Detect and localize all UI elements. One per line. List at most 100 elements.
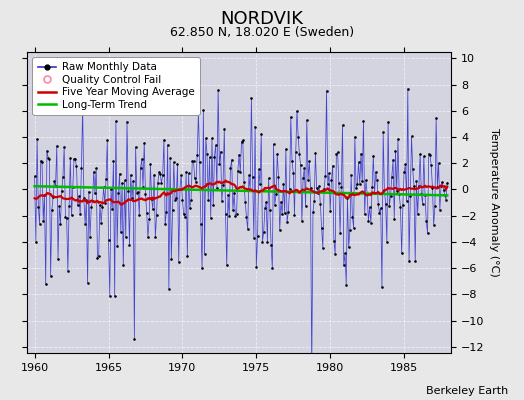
Point <box>224 192 232 198</box>
Point <box>311 150 320 156</box>
Point <box>256 181 264 188</box>
Point <box>58 188 66 194</box>
Point <box>242 214 250 220</box>
Point <box>34 204 42 211</box>
Point <box>202 135 210 141</box>
Point <box>119 262 127 268</box>
Point <box>333 149 342 156</box>
Point <box>434 160 443 166</box>
Point <box>101 200 109 206</box>
Point <box>373 177 381 183</box>
Point <box>427 162 435 168</box>
Point <box>290 211 299 218</box>
Point <box>258 238 267 245</box>
Point <box>421 192 429 198</box>
Point <box>432 115 440 121</box>
Point <box>372 169 380 175</box>
Point <box>424 150 433 157</box>
Point <box>315 183 323 190</box>
Point <box>380 187 389 194</box>
Point <box>156 171 165 178</box>
Text: Berkeley Earth: Berkeley Earth <box>426 386 508 396</box>
Point <box>126 172 135 178</box>
Point <box>165 286 173 292</box>
Point <box>212 142 220 148</box>
Point <box>435 206 444 213</box>
Point <box>60 144 68 150</box>
Point <box>356 181 364 188</box>
Point <box>267 242 275 248</box>
Point <box>368 184 376 191</box>
Point <box>353 181 362 187</box>
Point <box>199 107 208 114</box>
Point <box>104 236 113 243</box>
Point <box>200 251 209 257</box>
Point <box>140 139 148 146</box>
Point <box>438 179 446 186</box>
Point <box>155 169 163 176</box>
Point <box>92 165 101 171</box>
Point <box>133 190 141 196</box>
Point <box>171 196 179 203</box>
Point <box>335 180 343 187</box>
Point <box>195 158 204 165</box>
Point <box>188 158 196 164</box>
Point <box>299 175 307 181</box>
Point <box>304 177 312 183</box>
Point <box>143 209 151 216</box>
Point <box>377 205 385 211</box>
Point <box>367 220 375 226</box>
Point <box>77 165 85 171</box>
Point <box>233 210 241 217</box>
Point <box>331 251 340 257</box>
Point <box>280 210 289 216</box>
Point <box>381 200 390 207</box>
Point <box>135 212 144 218</box>
Point <box>194 110 203 116</box>
Point <box>86 233 94 240</box>
Point <box>365 204 374 210</box>
Point <box>413 211 422 217</box>
Point <box>35 220 43 227</box>
Point <box>411 258 419 265</box>
Point <box>96 202 104 208</box>
Point <box>125 242 134 249</box>
Legend: Raw Monthly Data, Quality Control Fail, Five Year Moving Average, Long-Term Tren: Raw Monthly Data, Quality Control Fail, … <box>32 57 200 115</box>
Point <box>139 184 147 190</box>
Point <box>151 234 159 240</box>
Point <box>390 216 398 222</box>
Point <box>144 234 152 240</box>
Point <box>130 336 138 342</box>
Point <box>122 234 130 240</box>
Point <box>206 215 215 222</box>
Point <box>357 150 365 157</box>
Point <box>68 212 76 218</box>
Point <box>379 129 387 136</box>
Point <box>385 203 394 209</box>
Point <box>81 220 89 227</box>
Point <box>138 156 146 162</box>
Point <box>98 204 106 210</box>
Point <box>287 114 295 120</box>
Point <box>219 182 227 188</box>
Point <box>179 211 188 217</box>
Point <box>298 218 306 225</box>
Point <box>185 204 194 211</box>
Point <box>111 292 119 299</box>
Point <box>198 265 206 272</box>
Point <box>406 193 414 199</box>
Point <box>215 160 224 167</box>
Point <box>409 166 417 172</box>
Point <box>294 134 302 140</box>
Point <box>112 118 120 125</box>
Text: NORDVIK: NORDVIK <box>221 10 303 28</box>
Point <box>354 159 363 165</box>
Point <box>318 224 326 231</box>
Point <box>266 207 274 213</box>
Point <box>55 203 63 209</box>
Point <box>428 184 436 191</box>
Point <box>248 174 257 180</box>
Point <box>386 193 395 200</box>
Point <box>31 238 40 245</box>
Point <box>47 273 55 280</box>
